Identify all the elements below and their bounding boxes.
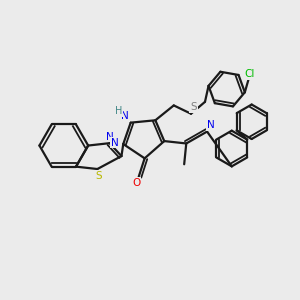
Text: N: N bbox=[207, 120, 214, 130]
Text: S: S bbox=[190, 102, 197, 112]
Text: H: H bbox=[115, 106, 122, 116]
Text: S: S bbox=[96, 171, 102, 181]
Text: Cl: Cl bbox=[245, 69, 255, 79]
Text: O: O bbox=[132, 178, 140, 188]
Text: N: N bbox=[111, 138, 119, 148]
Text: N: N bbox=[122, 111, 129, 121]
Text: N: N bbox=[106, 132, 113, 142]
